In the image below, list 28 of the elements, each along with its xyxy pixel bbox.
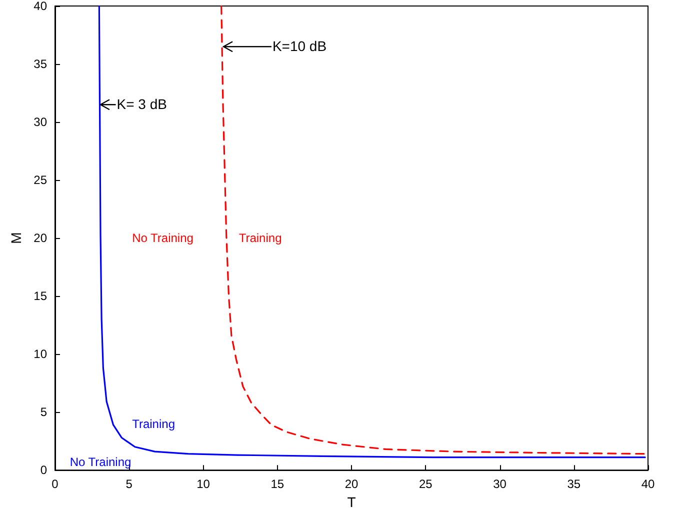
y-tick-label: 20	[34, 231, 48, 246]
x-tick-label: 40	[641, 477, 655, 492]
y-tick-label: 25	[34, 173, 48, 188]
line-series	[98, 5, 646, 458]
annotation: K=10 dB	[272, 38, 327, 54]
y-tick-label: 40	[34, 0, 48, 13]
x-tick-label: 20	[344, 477, 358, 492]
x-tick-label: 30	[493, 477, 507, 492]
y-tick-label: 0	[40, 463, 48, 478]
annotation: Training	[238, 231, 282, 246]
line-series	[220, 5, 646, 455]
annotation: No Training	[70, 454, 132, 469]
x-tick-label: 15	[270, 477, 284, 492]
y-tick-label: 35	[34, 57, 48, 72]
x-tick-label: 25	[418, 477, 433, 492]
annotation: K= 3 dB	[116, 96, 167, 112]
y-tick-label: 5	[40, 405, 48, 420]
y-axis-title: M	[8, 232, 24, 244]
x-tick-label: 0	[52, 477, 59, 492]
x-axis-title: T	[347, 494, 356, 510]
y-tick-label: 15	[34, 289, 48, 304]
x-tick-label: 35	[567, 477, 581, 492]
y-tick-label: 10	[34, 347, 48, 362]
annotation: No Training	[132, 231, 194, 246]
y-tick-label: 30	[34, 115, 48, 130]
x-tick-label: 5	[126, 477, 133, 492]
x-tick-label: 10	[196, 477, 210, 492]
annotation: Training	[132, 416, 175, 431]
